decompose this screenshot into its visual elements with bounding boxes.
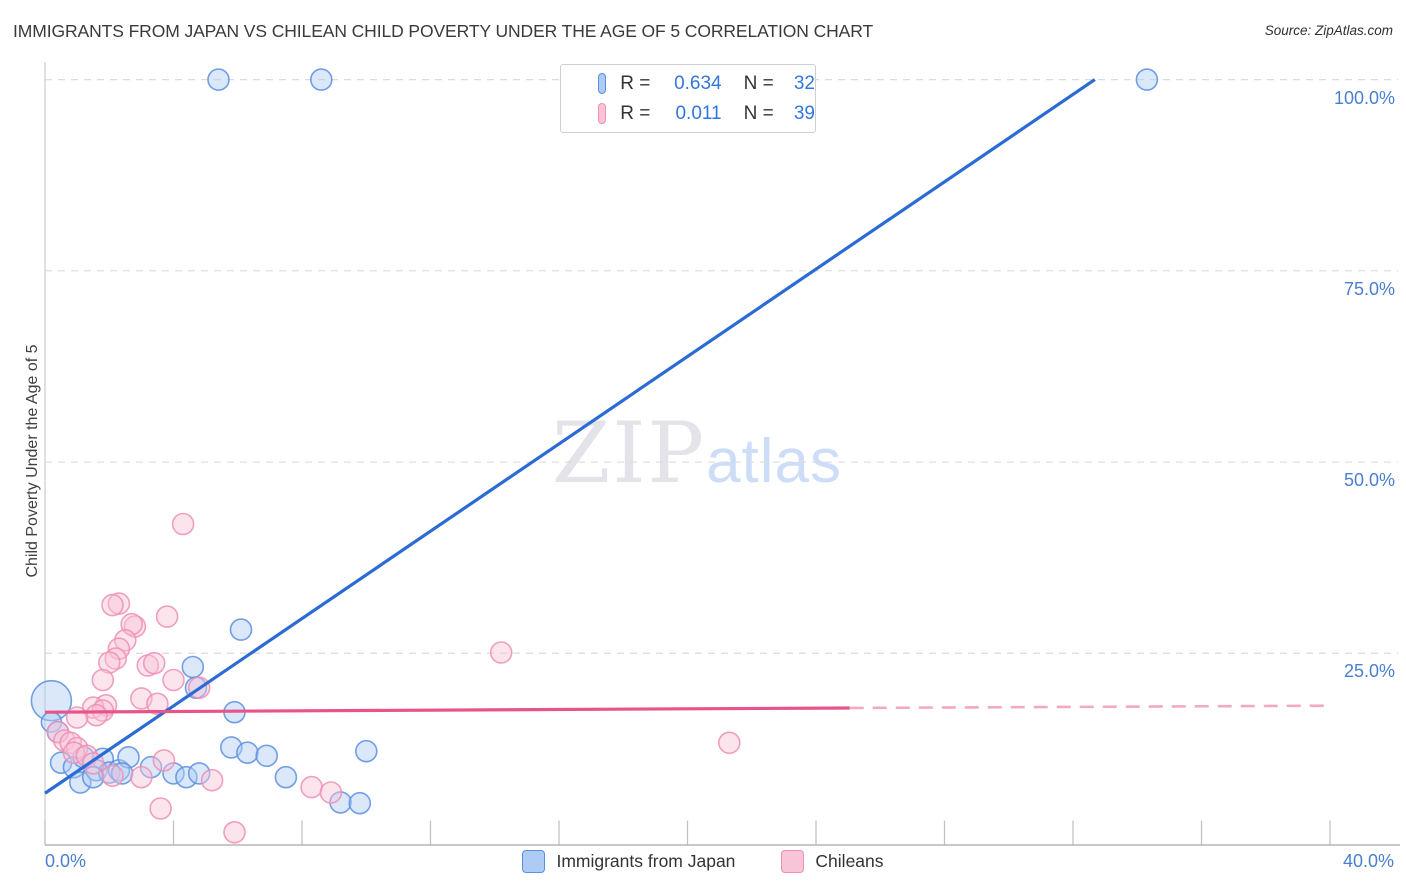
japan-point bbox=[229, 618, 253, 641]
chileans-legend-swatch bbox=[781, 850, 805, 873]
chileans-point bbox=[152, 749, 176, 772]
chileans-point bbox=[101, 593, 124, 617]
source-attribution: Source: ZipAtlas.com bbox=[1264, 23, 1393, 38]
chileans-point bbox=[300, 775, 323, 799]
y-tick-label-100: 100.0% bbox=[1333, 87, 1395, 108]
japan-point bbox=[348, 791, 372, 815]
japan-point bbox=[181, 655, 205, 679]
japan-point bbox=[187, 762, 211, 785]
n-label: N = bbox=[743, 102, 779, 124]
chileans-point bbox=[149, 797, 172, 820]
chileans-point bbox=[130, 765, 153, 789]
chileans-point bbox=[91, 668, 115, 692]
japan-point bbox=[309, 68, 333, 91]
correlation-legend-box: R = 0.634 N = 32 R = 0.011 N = 39 bbox=[560, 64, 816, 133]
chileans-point bbox=[223, 820, 246, 844]
chileans-series-swatch bbox=[598, 103, 607, 124]
chileans-point bbox=[146, 692, 169, 716]
chileans-point bbox=[717, 731, 741, 755]
japan-n-value: 32 bbox=[793, 72, 815, 94]
chileans-trend-line-solid bbox=[44, 706, 850, 714]
chileans-point bbox=[142, 651, 166, 675]
n-label: N = bbox=[743, 72, 779, 94]
chileans-point bbox=[65, 706, 89, 729]
x-axis-max-label: 40.0% bbox=[1342, 851, 1394, 871]
japan-point bbox=[1135, 68, 1159, 91]
japan-series-swatch bbox=[598, 73, 607, 94]
x-axis-min-label: 0.0% bbox=[45, 851, 87, 871]
japan-point bbox=[69, 771, 92, 794]
chileans-point bbox=[104, 647, 127, 670]
chileans-point bbox=[155, 605, 179, 628]
y-tick-label-75: 75.0% bbox=[1343, 278, 1395, 299]
y-axis-title: Child Poverty Under the Age of 5 bbox=[24, 344, 41, 578]
chileans-point bbox=[162, 668, 185, 692]
y-tick-label-25: 25.0% bbox=[1343, 661, 1395, 682]
japan-point bbox=[354, 739, 378, 763]
chileans-point bbox=[489, 641, 513, 664]
chileans-point bbox=[171, 512, 195, 536]
legend-row-japan: R = 0.634 N = 32 bbox=[561, 71, 815, 96]
japan-legend-label: Immigrants from Japan bbox=[556, 851, 736, 871]
japan-point bbox=[274, 765, 298, 789]
chileans-n-value: 39 bbox=[793, 102, 815, 124]
chileans-point bbox=[101, 764, 124, 788]
japan-point bbox=[207, 68, 230, 91]
japan-point bbox=[175, 765, 198, 789]
legend-row-chileans: R = 0.011 N = 39 bbox=[561, 101, 815, 126]
r-label: R = bbox=[620, 102, 656, 124]
series-legend: Immigrants from Japan Chileans bbox=[0, 850, 1406, 873]
chileans-legend-label: Chileans bbox=[815, 851, 884, 871]
japan-r-value: 0.634 bbox=[674, 72, 722, 94]
chileans-trend-line-dashed bbox=[849, 704, 1332, 710]
japan-trend-line-solid bbox=[44, 78, 1096, 795]
page-title: IMMIGRANTS FROM JAPAN VS CHILEAN CHILD P… bbox=[13, 21, 874, 41]
r-label: R = bbox=[620, 72, 656, 94]
japan-point bbox=[255, 744, 279, 768]
chileans-point bbox=[62, 741, 86, 765]
chileans-point bbox=[85, 703, 108, 727]
chileans-point bbox=[319, 781, 343, 804]
chileans-point bbox=[200, 768, 224, 792]
chileans-point bbox=[98, 651, 121, 674]
watermark-zip-text: ZIP bbox=[552, 404, 707, 502]
chileans-r-value: 0.011 bbox=[675, 102, 722, 124]
y-tick-label-50: 50.0% bbox=[1343, 470, 1395, 491]
japan-point bbox=[236, 741, 259, 765]
japan-legend-swatch bbox=[522, 850, 546, 873]
